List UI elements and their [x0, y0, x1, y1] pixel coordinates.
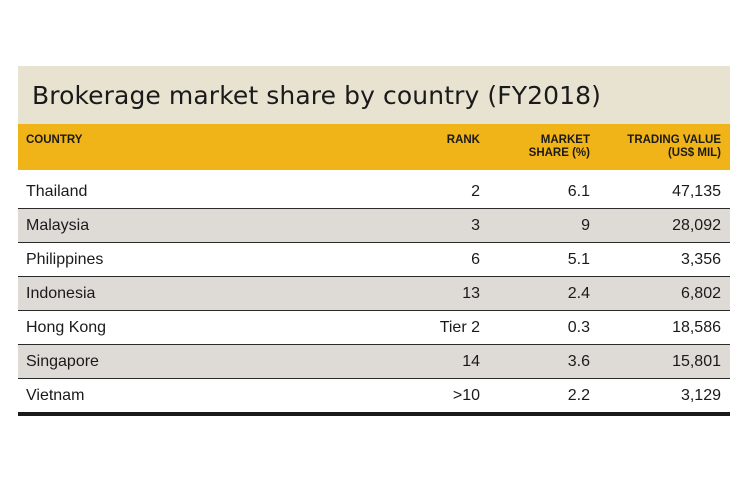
- cell-country: Philippines: [26, 251, 104, 268]
- cell-country: Vietnam: [26, 387, 85, 404]
- cell-country: Thailand: [26, 183, 88, 200]
- cell-rank: 3: [471, 217, 480, 234]
- table-title: Brokerage market share by country (FY201…: [32, 80, 601, 110]
- cell-trading-value: 47,135: [672, 183, 721, 200]
- cell-trading-value: 3,356: [680, 251, 721, 268]
- cell-country: Indonesia: [26, 285, 96, 302]
- cell-trading-value: 28,092: [672, 217, 721, 234]
- cell-market-share: 9: [581, 217, 590, 234]
- cell-trading-value: 18,586: [672, 319, 721, 336]
- cell-market-share: 2.2: [567, 387, 590, 404]
- table-row: Thailand 2 6.1 47,135: [18, 175, 730, 208]
- bottom-rule: [18, 412, 730, 416]
- header-trading-value-line2: (US$ MIL): [667, 147, 721, 159]
- cell-trading-value: 3,129: [680, 387, 721, 404]
- header-rank: RANK: [446, 134, 480, 146]
- table-card: Brokerage market share by country (FY201…: [18, 66, 730, 416]
- table-body: Thailand 2 6.1 47,135 Malaysia 3 9 28,092 Philip…: [18, 175, 730, 412]
- cell-market-share: 6.1: [567, 183, 590, 200]
- header-trading-value: TRADING VALUE (US$ MIL): [627, 134, 721, 160]
- header-market-share-line1: MARKET: [540, 134, 590, 146]
- table-row: Singapore 14 3.6 15,801: [18, 344, 730, 378]
- cell-market-share: 3.6: [567, 353, 590, 370]
- cell-rank: Tier 2: [439, 319, 480, 336]
- cell-country: Malaysia: [26, 217, 90, 234]
- cell-rank: >10: [452, 387, 480, 404]
- cell-rank: 2: [471, 183, 480, 200]
- header-country: COUNTRY: [26, 134, 83, 146]
- table-header: COUNTRY RANK MARKET SHARE (%) TRADING VA…: [18, 124, 730, 170]
- table-row: Philippines 6 5.1 3,356: [18, 242, 730, 276]
- header-trading-value-line1: TRADING VALUE: [627, 134, 721, 146]
- cell-country: Singapore: [26, 353, 99, 370]
- table-row: Vietnam >10 2.2 3,129: [18, 378, 730, 412]
- cell-rank: 6: [471, 251, 480, 268]
- table-row: Indonesia 13 2.4 6,802: [18, 276, 730, 310]
- cell-market-share: 5.1: [567, 251, 590, 268]
- table-row: Hong Kong Tier 2 0.3 18,586: [18, 310, 730, 344]
- cell-trading-value: 15,801: [672, 353, 721, 370]
- cell-market-share: 2.4: [567, 285, 590, 302]
- cell-rank: 13: [462, 285, 480, 302]
- title-bar: Brokerage market share by country (FY201…: [18, 66, 730, 124]
- cell-rank: 14: [462, 353, 480, 370]
- cell-trading-value: 6,802: [680, 285, 721, 302]
- cell-market-share: 0.3: [567, 319, 590, 336]
- header-market-share-line2: SHARE (%): [528, 147, 590, 159]
- cell-country: Hong Kong: [26, 319, 107, 336]
- header-market-share: MARKET SHARE (%): [529, 134, 590, 160]
- table-row: Malaysia 3 9 28,092: [18, 208, 730, 242]
